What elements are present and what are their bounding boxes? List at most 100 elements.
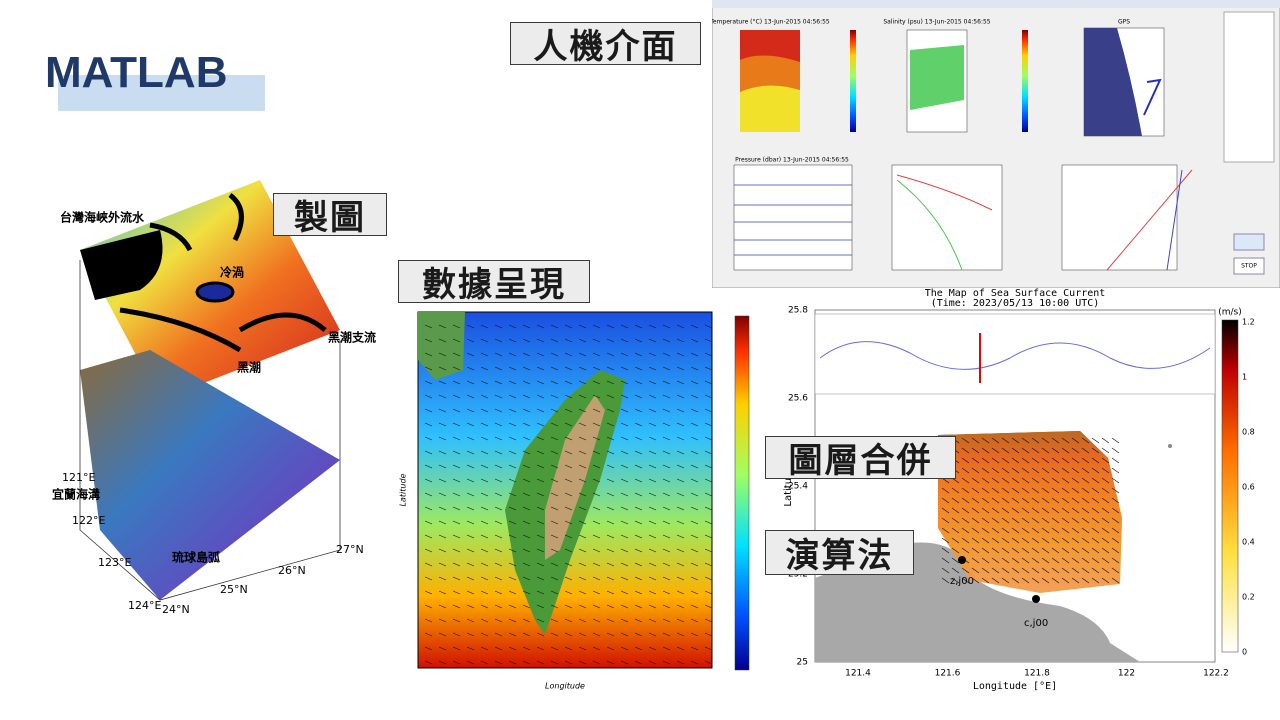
wind-arrow: [424, 590, 433, 595]
wind-arrow: [662, 450, 671, 455]
current-arrow: [991, 457, 1000, 464]
current-arrow: [971, 507, 980, 514]
wind-arrow: [578, 548, 587, 553]
wind-arrow: [578, 590, 587, 595]
wind-arrow: [704, 464, 713, 469]
wind-arrow: [690, 562, 699, 567]
wind-arrow: [606, 422, 615, 427]
lat-tick-label: 24°N: [162, 603, 190, 616]
wind-arrow: [676, 478, 685, 483]
wind-arrow: [550, 618, 559, 623]
wind-arrow: [536, 660, 545, 665]
wind-arrow: [676, 422, 685, 427]
label-tag: 圖層合併: [765, 436, 956, 481]
wind-arrow: [522, 632, 531, 637]
current-arrow: [1001, 487, 1010, 494]
wind-arrow: [536, 422, 545, 427]
wind-arrow: [536, 618, 545, 623]
wind-arrow: [550, 436, 559, 441]
wind-arrow: [508, 436, 517, 441]
wind-arrow: [480, 338, 489, 343]
current-arrow: [1031, 577, 1040, 584]
current-arrow: [981, 577, 990, 584]
title-bar: [712, 0, 1280, 8]
wind-arrow: [536, 436, 545, 441]
wind-arrow: [536, 590, 545, 595]
relief-layer: [80, 350, 340, 600]
current-arrow: [951, 507, 960, 514]
wind-arrow: [550, 506, 559, 511]
wind-arrow: [634, 394, 643, 399]
wind-arrow: [494, 646, 503, 651]
label-tag: 演算法: [765, 530, 914, 576]
wind-arrow: [522, 590, 531, 595]
current-arrow: [1081, 567, 1090, 574]
wind-arrow: [634, 338, 643, 343]
current-arrow: [941, 577, 950, 584]
current-arrow: [1021, 537, 1030, 544]
current-arrow: [1091, 517, 1100, 524]
wind-arrow: [634, 450, 643, 455]
wind-arrow: [536, 492, 545, 497]
current-arrow: [1081, 487, 1090, 494]
current-arrow: [1041, 557, 1050, 564]
current-arrow: [1031, 477, 1040, 484]
current-arrow: [941, 557, 950, 564]
wind-arrow: [634, 352, 643, 357]
current-arrow: [1001, 547, 1010, 554]
current-arrow: [1031, 497, 1040, 504]
wind-arrow: [592, 576, 601, 581]
wind-arrow: [536, 366, 545, 371]
wind-arrow: [648, 478, 657, 483]
wind-arrow: [508, 660, 517, 665]
wind-arrow: [536, 394, 545, 399]
current-arrow: [1091, 437, 1100, 444]
current-arrow: [1021, 577, 1030, 584]
wind-arrow: [550, 338, 559, 343]
wind-arrow: [676, 492, 685, 497]
wind-arrow: [480, 408, 489, 413]
label-tag: 製圖: [273, 193, 387, 238]
current-arrow: [1081, 557, 1090, 564]
wind-arrow: [480, 464, 489, 469]
wind-arrow: [606, 408, 615, 413]
current-arrow: [981, 547, 990, 554]
wind-arrow: [550, 492, 559, 497]
wind-arrow: [676, 520, 685, 525]
button-label[interactable]: STOP: [1241, 263, 1257, 270]
wind-arrow: [452, 590, 461, 595]
button[interactable]: [1233, 233, 1265, 251]
wind-arrow: [466, 450, 475, 455]
wind-arrow: [480, 632, 489, 637]
current-arrow: [1111, 517, 1120, 524]
current-arrow: [1041, 487, 1050, 494]
y-axis-label: Latitude: [399, 473, 408, 506]
wind-arrow: [536, 450, 545, 455]
wind-arrow: [662, 338, 671, 343]
current-arrow: [1061, 537, 1070, 544]
button[interactable]: [1233, 257, 1265, 275]
current-arrow: [951, 557, 960, 564]
current-arrow: [971, 567, 980, 574]
wind-arrow: [648, 618, 657, 623]
colorbar-tick-label: 0.2: [1242, 593, 1255, 602]
wind-arrow: [578, 562, 587, 567]
current-arrow: [1091, 577, 1100, 584]
wind-arrow: [578, 632, 587, 637]
wind-arrow: [508, 450, 517, 455]
wind-arrow: [564, 534, 573, 539]
current-arrow: [1041, 437, 1050, 444]
wind-arrow: [480, 506, 489, 511]
wind-arrow: [620, 492, 629, 497]
current-arrow: [951, 577, 960, 584]
current-arrow: [1101, 497, 1110, 504]
current-arrow: [1061, 517, 1070, 524]
current-arrow: [1061, 507, 1070, 514]
wind-arrow: [648, 660, 657, 665]
current-arrow: [991, 477, 1000, 484]
current-arrow: [1091, 507, 1100, 514]
current-arrow: [971, 437, 980, 444]
current-arrow: [1031, 487, 1040, 494]
current-arrow: [1091, 547, 1100, 554]
current-arrow: [981, 467, 990, 474]
